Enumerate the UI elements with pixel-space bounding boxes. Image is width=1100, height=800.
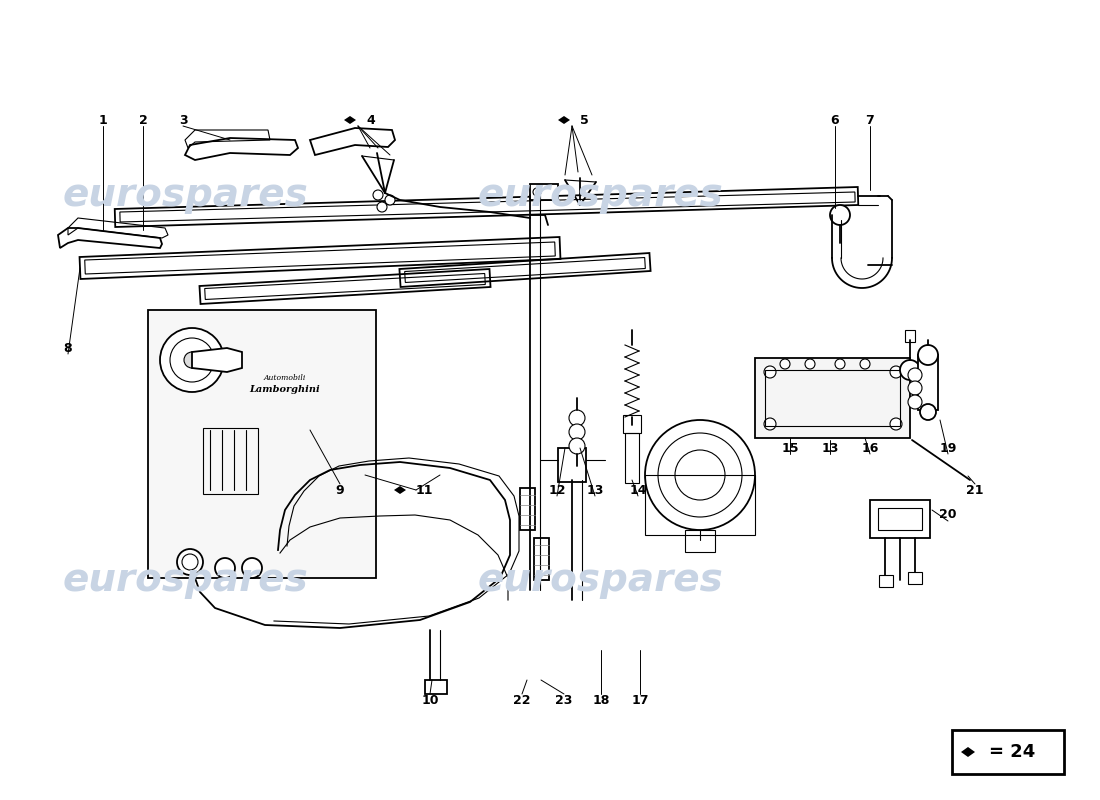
Text: 23: 23 — [556, 694, 573, 706]
Bar — [425, 680, 447, 694]
Circle shape — [805, 359, 815, 369]
Circle shape — [534, 188, 541, 196]
Circle shape — [908, 381, 922, 395]
Text: 9: 9 — [336, 483, 344, 497]
Text: 3: 3 — [178, 114, 187, 126]
Circle shape — [890, 418, 902, 430]
Text: 5: 5 — [580, 114, 588, 126]
Text: eurospares: eurospares — [62, 561, 308, 599]
Text: 22: 22 — [514, 694, 530, 706]
Text: Automobili: Automobili — [264, 374, 306, 382]
Text: 16: 16 — [861, 442, 879, 454]
Bar — [625, 433, 639, 483]
Polygon shape — [961, 747, 975, 757]
Bar — [148, 310, 376, 578]
Text: 13: 13 — [822, 442, 838, 454]
Text: 6: 6 — [830, 114, 839, 126]
Circle shape — [890, 366, 902, 378]
Circle shape — [160, 328, 224, 392]
Bar — [534, 538, 549, 580]
Circle shape — [373, 190, 383, 200]
Text: 13: 13 — [586, 483, 604, 497]
Bar — [879, 575, 893, 587]
Circle shape — [184, 352, 200, 368]
Polygon shape — [558, 116, 570, 124]
Text: 21: 21 — [966, 483, 983, 497]
Circle shape — [908, 368, 922, 382]
Bar — [908, 572, 922, 584]
Bar — [755, 358, 910, 438]
Circle shape — [780, 359, 790, 369]
Circle shape — [900, 360, 920, 380]
Circle shape — [764, 366, 776, 378]
Circle shape — [645, 420, 755, 530]
Text: 14: 14 — [629, 483, 647, 497]
Circle shape — [214, 558, 235, 578]
Text: = 24: = 24 — [989, 743, 1035, 761]
Circle shape — [177, 549, 204, 575]
Circle shape — [242, 558, 262, 578]
Bar — [918, 355, 938, 410]
Bar — [764, 370, 900, 426]
Circle shape — [908, 395, 922, 409]
Text: 20: 20 — [939, 509, 957, 522]
Text: 1: 1 — [99, 114, 108, 126]
Bar — [870, 500, 930, 538]
Text: 17: 17 — [631, 694, 649, 706]
Polygon shape — [344, 116, 356, 124]
Circle shape — [918, 345, 938, 365]
Text: 12: 12 — [548, 483, 565, 497]
Circle shape — [569, 438, 585, 454]
Circle shape — [830, 205, 850, 225]
Text: 18: 18 — [592, 694, 609, 706]
Bar — [204, 428, 258, 494]
Bar — [623, 415, 641, 433]
Text: 7: 7 — [866, 114, 874, 126]
Text: 19: 19 — [939, 442, 957, 454]
Bar — [952, 730, 1064, 774]
Text: 4: 4 — [366, 114, 375, 126]
Polygon shape — [394, 486, 406, 494]
Text: eurospares: eurospares — [477, 561, 723, 599]
Bar — [685, 530, 715, 552]
Circle shape — [835, 359, 845, 369]
Text: 15: 15 — [781, 442, 799, 454]
Bar — [530, 184, 558, 200]
Bar — [905, 330, 915, 342]
Text: 10: 10 — [421, 694, 439, 706]
Text: eurospares: eurospares — [477, 176, 723, 214]
Text: 8: 8 — [64, 342, 73, 354]
Bar — [878, 508, 922, 530]
Circle shape — [377, 202, 387, 212]
Circle shape — [920, 404, 936, 420]
Bar — [558, 448, 586, 482]
Text: Lamborghini: Lamborghini — [250, 386, 320, 394]
Polygon shape — [192, 348, 242, 372]
Text: eurospares: eurospares — [62, 176, 308, 214]
Circle shape — [569, 424, 585, 440]
Bar — [520, 488, 535, 530]
Circle shape — [860, 359, 870, 369]
Text: 11: 11 — [416, 483, 433, 497]
Circle shape — [764, 418, 776, 430]
Circle shape — [385, 195, 395, 205]
Text: 2: 2 — [139, 114, 147, 126]
Circle shape — [569, 410, 585, 426]
